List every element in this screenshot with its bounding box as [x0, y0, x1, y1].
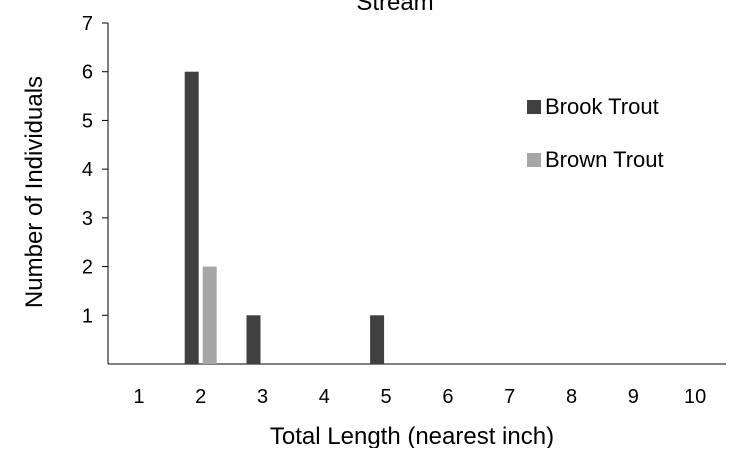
- y-tick-label: 3: [82, 208, 93, 230]
- x-tick-label: 9: [628, 386, 639, 408]
- bar-brown-trout-2: [202, 266, 217, 364]
- legend-swatch: [527, 153, 541, 167]
- x-tick-label: 7: [504, 386, 515, 408]
- chart-title: Stream: [356, 0, 433, 16]
- y-axis-label: Number of Individuals: [21, 76, 48, 308]
- y-tick-label: 1: [82, 305, 93, 327]
- plot-area: 1 2 3 4 5 6 7 1 2 3 4 5 6 7 8 9 10: [82, 13, 726, 408]
- y-tick-label: 2: [82, 257, 93, 279]
- x-tick-label: 5: [381, 386, 392, 408]
- legend-label: Brown Trout: [545, 147, 664, 172]
- y-tick-label: 6: [82, 62, 93, 84]
- bar-brook-trout-3: [246, 315, 261, 364]
- legend-label: Brook Trout: [545, 94, 659, 119]
- y-tick-label: 7: [82, 13, 93, 35]
- y-tick-label: 5: [82, 110, 93, 132]
- bar-brook-trout-5: [370, 315, 385, 364]
- legend: Brook Trout Brown Trout: [527, 94, 664, 172]
- x-tick-label: 1: [133, 386, 144, 408]
- x-tick-label: 2: [195, 386, 206, 408]
- x-tick-label: 8: [566, 386, 577, 408]
- legend-swatch: [527, 100, 541, 114]
- x-tick-label: 3: [257, 386, 268, 408]
- bar-brook-trout-2: [184, 71, 199, 364]
- y-tick-label: 4: [82, 159, 93, 181]
- x-tick-label: 6: [442, 386, 453, 408]
- x-axis-label: Total Length (nearest inch): [270, 423, 554, 448]
- x-tick-label: 10: [684, 386, 706, 408]
- x-tick-label: 4: [319, 386, 330, 408]
